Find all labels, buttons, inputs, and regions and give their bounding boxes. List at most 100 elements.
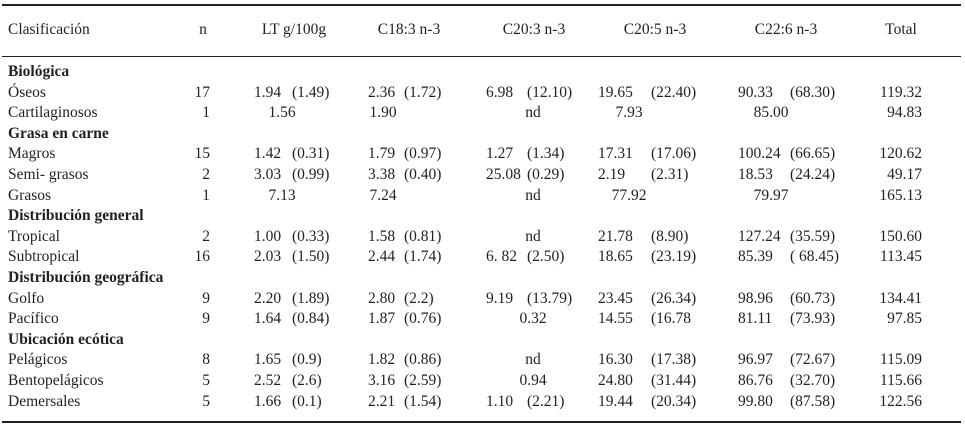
c226-mean: 100.24 (738, 145, 781, 162)
c18-sd: (0.97) (404, 145, 442, 162)
c205-mean: 23.45 (598, 290, 633, 307)
lt-sd: (0.31) (292, 145, 330, 162)
n-cell: 16 (194, 248, 211, 265)
c203-value: nd (525, 104, 541, 121)
total-cell: 122.56 (879, 393, 922, 410)
lt-mean: 1.42 (254, 145, 282, 162)
c226-mean: 98.96 (738, 290, 773, 307)
lt-mean: 2.03 (254, 248, 282, 265)
c203-value: 0.32 (519, 310, 547, 327)
c205-sd: (22.40) (651, 84, 697, 101)
row-label: Demersales (8, 393, 81, 410)
c18-mean: 1.58 (368, 228, 396, 245)
row-label: Subtropical (8, 248, 80, 265)
c18-sd: (0.40) (404, 166, 442, 183)
n-cell: 2 (202, 228, 210, 245)
c18-mean: 2.44 (368, 248, 396, 265)
lt-sd: (0.99) (292, 166, 330, 183)
lt-mean: 1.65 (254, 351, 282, 368)
c18-sd: (1.72) (404, 84, 442, 101)
header-c20-3: C20:3 n-3 (502, 21, 566, 38)
n-cell: 15 (194, 145, 211, 162)
c203-sd: (0.29) (527, 166, 565, 183)
c18-mean: 2.80 (368, 290, 396, 307)
section-label: Distribución general (8, 207, 144, 224)
c226-sd: (72.67) (790, 351, 836, 368)
row-label: Cartilaginosos (8, 104, 98, 121)
c18-mean: 1.82 (368, 351, 396, 368)
c226-mean: 127.24 (738, 228, 781, 245)
header-total: Total (885, 21, 917, 38)
c226-mean: 18.53 (738, 166, 773, 183)
total-cell: 119.32 (879, 84, 922, 101)
bottom-rule (2, 421, 961, 423)
c205-sd: (16.78 (651, 310, 692, 327)
c226-sd: (73.93) (790, 310, 836, 327)
c203-mean: 1.10 (486, 393, 514, 410)
n-cell: 2 (202, 166, 210, 183)
c226-value: 85.00 (753, 104, 789, 121)
c205-sd: (8.90) (651, 228, 689, 245)
c205-mean: 14.55 (598, 310, 633, 327)
row-label: Pelágicos (8, 351, 68, 368)
lt-mean: 1.00 (254, 228, 282, 245)
row-label: Golfo (8, 290, 45, 307)
lt-sd: (2.6) (292, 372, 322, 389)
c226-mean: 85.39 (738, 248, 773, 265)
c18-sd: (2.2) (404, 290, 434, 307)
c205-mean: 24.80 (598, 372, 633, 389)
lt-value: 7.13 (268, 187, 296, 204)
n-cell: 17 (194, 84, 211, 101)
lt-value: 1.56 (268, 104, 296, 121)
lt-mean: 1.94 (254, 84, 282, 101)
total-cell: 134.41 (879, 290, 922, 307)
n-cell: 9 (202, 290, 210, 307)
c203-sd: (1.34) (527, 145, 565, 162)
c205-value: 77.92 (611, 187, 647, 204)
header-clasificacion: Clasificación (8, 21, 90, 38)
c203-sd: (13.79) (527, 290, 573, 307)
lt-mean: 2.20 (254, 290, 282, 307)
total-cell: 165.13 (879, 187, 922, 204)
c18-mean: 1.79 (368, 145, 396, 162)
c18-mean: 1.87 (368, 310, 396, 327)
lt-mean: 2.52 (254, 372, 282, 389)
section-label: Grasa en carne (8, 125, 109, 142)
section-label: Ubicación ecótica (8, 331, 124, 348)
lt-sd: (0.9) (292, 351, 322, 368)
c203-value: nd (525, 351, 541, 368)
c18-mean: 2.21 (368, 393, 396, 410)
total-cell: 115.09 (879, 351, 922, 368)
c203-sd: (2.21) (527, 393, 565, 410)
header-rule (2, 56, 961, 58)
row-label: Semi- grasos (8, 166, 89, 183)
c203-mean: 9.19 (486, 290, 514, 307)
c205-value: 7.93 (615, 104, 643, 121)
c205-mean: 21.78 (598, 228, 633, 245)
total-cell: 97.85 (887, 310, 922, 327)
total-cell: 150.60 (879, 228, 922, 245)
c203-mean: 6. 82 (486, 248, 517, 265)
n-cell: 1 (202, 187, 210, 204)
n-cell: 5 (202, 393, 210, 410)
lt-mean: 1.64 (254, 310, 282, 327)
c203-mean: 1.27 (486, 145, 514, 162)
c18-mean: 2.36 (368, 84, 396, 101)
n-cell: 1 (202, 104, 210, 121)
lt-sd: (0.33) (292, 228, 330, 245)
row-label: Óseos (8, 84, 46, 101)
c203-mean: 25.08 (486, 166, 521, 183)
header-c20-5: C20:5 n-3 (623, 21, 687, 38)
c205-sd: (2.31) (651, 166, 689, 183)
c226-sd: (24.24) (790, 166, 836, 183)
c205-mean: 17.31 (598, 145, 633, 162)
lt-sd: (1.49) (292, 84, 330, 101)
c205-sd: (26.34) (651, 290, 697, 307)
c203-value: 0.94 (519, 372, 547, 389)
c18-sd: (0.76) (404, 310, 442, 327)
header-c18-3: C18:3 n-3 (377, 21, 441, 38)
lt-sd: (0.84) (292, 310, 330, 327)
c205-sd: (23.19) (651, 248, 697, 265)
total-cell: 120.62 (879, 145, 922, 162)
c18-sd: (0.81) (404, 228, 442, 245)
